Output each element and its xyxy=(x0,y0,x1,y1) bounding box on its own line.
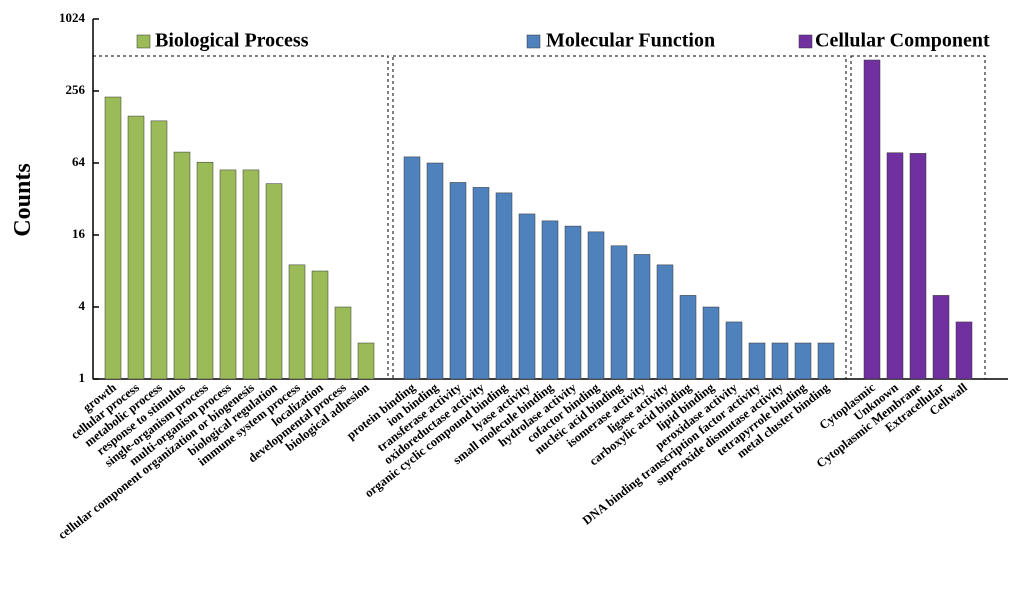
y-tick-label: 1 xyxy=(79,370,86,385)
bar xyxy=(702,306,720,380)
bar xyxy=(679,295,697,380)
bar xyxy=(472,187,490,380)
bar xyxy=(541,220,559,380)
y-tick-label: 16 xyxy=(72,226,86,241)
y-tick-label: 4 xyxy=(79,298,86,313)
legend-swatch xyxy=(136,34,151,49)
bar xyxy=(495,192,513,380)
bar xyxy=(426,162,444,380)
bar xyxy=(357,342,375,380)
y-tick-label: 256 xyxy=(66,82,86,97)
legend-swatch xyxy=(798,34,813,49)
legend-swatch xyxy=(526,34,541,49)
legend-label: Biological Process xyxy=(155,30,309,52)
bar xyxy=(334,306,352,380)
bar xyxy=(932,295,950,380)
legend-label: Molecular Function xyxy=(546,30,715,52)
y-axis-label: Counts xyxy=(10,163,36,236)
bar xyxy=(150,120,168,380)
y-tick-label: 64 xyxy=(72,154,86,169)
bar xyxy=(794,342,812,380)
bar xyxy=(633,254,651,380)
bar xyxy=(173,151,191,380)
bar xyxy=(449,182,467,380)
bar xyxy=(656,264,674,380)
bar xyxy=(886,152,904,380)
y-tick-label: 1024 xyxy=(59,10,86,25)
bar xyxy=(265,183,283,380)
bar xyxy=(610,245,628,380)
bar xyxy=(403,156,421,380)
bar xyxy=(955,321,973,380)
bar xyxy=(242,169,260,380)
bar xyxy=(104,96,122,380)
bar xyxy=(771,342,789,380)
legend-label: Cellular Component xyxy=(815,30,990,52)
bar xyxy=(518,213,536,380)
bar xyxy=(288,264,306,380)
bar xyxy=(127,115,145,380)
bar xyxy=(909,153,927,380)
bar xyxy=(587,231,605,380)
bar xyxy=(196,161,214,380)
bar xyxy=(564,225,582,380)
bar xyxy=(817,342,835,380)
bar xyxy=(863,59,881,380)
bar xyxy=(311,270,329,380)
bar xyxy=(725,321,743,380)
bar xyxy=(748,342,766,380)
bar xyxy=(219,169,237,380)
